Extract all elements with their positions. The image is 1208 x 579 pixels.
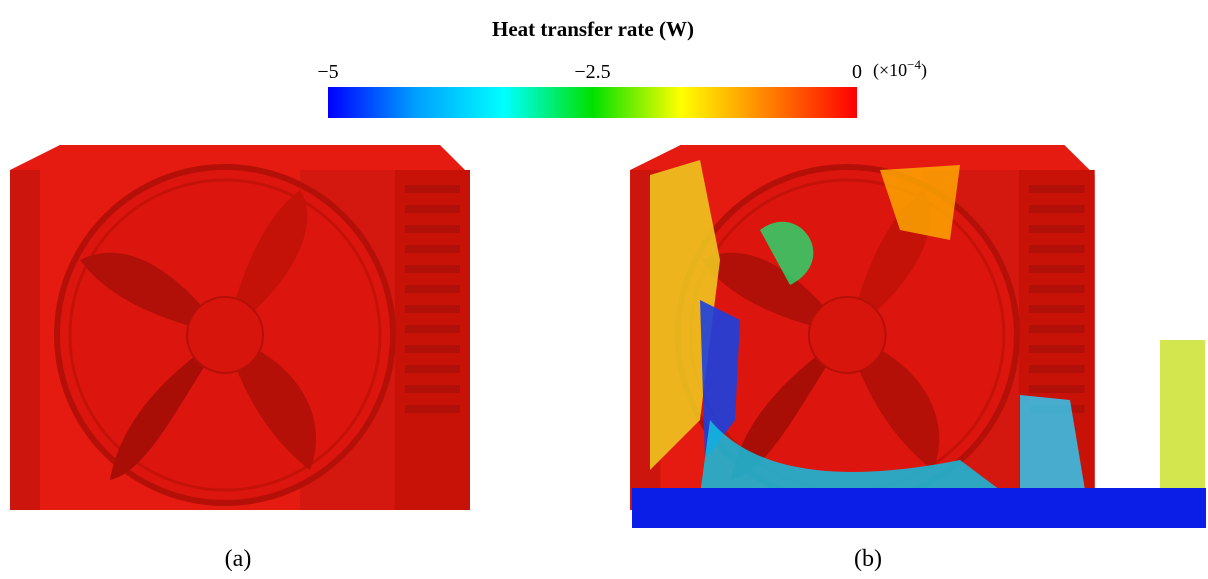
- colorbar: [328, 87, 857, 118]
- panel-label: (b): [854, 546, 882, 572]
- unit-b: [630, 145, 1206, 528]
- colorbar-tick-label: −2.5: [574, 61, 610, 83]
- colorbar-tick-label: −5: [317, 61, 338, 83]
- colorbar-ticks: −5 −2.5 0: [317, 61, 862, 83]
- unit-a: [10, 145, 470, 510]
- colorbar-title: Heat transfer rate (W): [492, 17, 694, 41]
- figure: Heat transfer rate (W) −5 −2.5 0 (×10−4) (…: [0, 0, 1208, 579]
- colorbar-tick-label: 0: [852, 61, 862, 83]
- colorbar-multiplier: (×10−4): [873, 57, 927, 81]
- panel-label: (a): [225, 546, 252, 572]
